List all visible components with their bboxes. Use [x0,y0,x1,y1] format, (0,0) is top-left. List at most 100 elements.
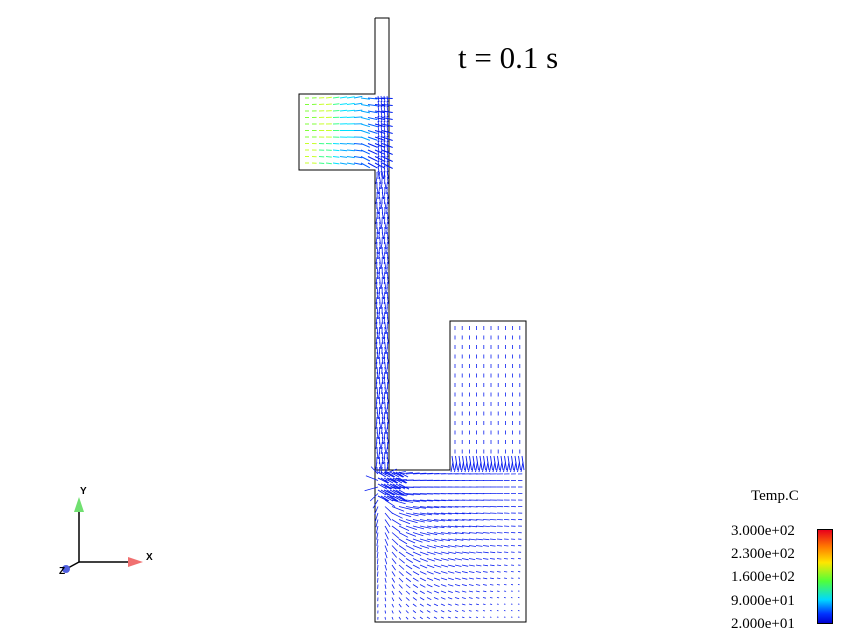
velocity-vector [433,551,443,555]
velocity-vector [381,291,384,300]
velocity-vector [454,538,464,541]
velocity-vector [468,545,477,547]
velocity-vector [381,371,384,380]
velocity-vector [475,564,482,567]
velocity-vector [468,616,472,619]
velocity-vector [503,545,509,547]
velocity-vector [374,110,386,114]
velocity-vector [482,610,486,612]
velocity-vector [325,156,332,158]
velocity-vector [475,590,480,593]
velocity-vector [384,261,387,270]
velocity-vector [398,571,404,577]
velocity-vector [426,499,440,502]
velocity-vector [433,597,439,600]
velocity-vector [384,538,389,546]
velocity-vector [468,610,472,612]
velocity-vector [383,331,386,340]
velocity-vector [381,376,384,385]
velocity-vector [482,558,489,560]
velocity-vector [375,525,379,534]
velocity-vector [384,306,386,315]
velocity-vector [374,156,386,162]
velocity-vector [426,538,437,542]
velocity-vector [376,366,379,375]
velocity-vector [398,577,404,583]
velocity-vector [461,571,468,574]
velocity-vector [419,538,430,543]
velocity-vector [475,532,484,534]
velocity-vector [398,471,409,478]
velocity-vector [378,186,380,195]
velocity-vector [383,396,386,405]
velocity-vector [412,499,427,502]
velocity-vector [381,396,384,405]
z-axis-line [67,561,80,569]
velocity-vector [380,321,383,330]
velocity-vector [380,170,383,178]
velocity-vector [367,162,378,169]
velocity-vector [376,545,379,553]
velocity-vector [386,155,389,163]
velocity-vector [384,266,386,275]
velocity-vector [360,136,371,141]
velocity-vector [412,472,427,475]
velocity-vector [384,221,387,230]
velocity-vector [384,321,387,330]
velocity-vector [376,251,378,260]
velocity-vector [440,538,451,542]
velocity-vector [380,341,383,350]
velocity-vector [433,603,439,607]
velocity-vector [378,226,380,235]
velocity-vector [389,471,400,478]
velocity-vector [384,246,386,255]
velocity-vector [440,506,453,508]
velocity-vector [450,461,454,473]
velocity-vector [405,551,414,557]
velocity-vector [520,461,524,473]
velocity-vector [374,117,386,121]
velocity-vector [383,145,386,153]
velocity-vector [386,489,396,496]
velocity-vector [468,532,477,534]
velocity-vector [375,461,378,470]
velocity-vector [412,532,424,537]
velocity-vector [387,216,389,225]
velocity-vector [381,446,383,455]
velocity-vector [346,162,355,165]
velocity-vector [375,336,378,345]
velocity-vector [339,103,348,105]
velocity-vector [383,155,386,163]
velocity-vector [378,371,380,380]
velocity-vector [412,551,422,556]
velocity-vector [383,351,386,360]
velocity-vector [385,406,388,415]
velocity-vector [375,376,378,385]
velocity-vector [384,551,388,559]
velocity-vector [391,506,405,512]
velocity-vector [489,577,494,580]
velocity-vector [360,156,371,162]
velocity-vector [391,577,396,583]
velocity-vector [385,446,388,455]
velocity-vector [383,110,386,118]
velocity-vector [475,538,483,541]
velocity-vector [426,610,431,613]
velocity-vector [468,564,475,567]
velocity-vector [376,261,378,270]
velocity-vector [412,493,427,495]
velocity-vector [454,590,460,593]
velocity-vector [503,461,506,473]
velocity-vector [398,610,402,614]
velocity-vector [489,584,494,586]
velocity-vector [381,411,384,420]
velocity-vector [412,512,426,516]
velocity-vector [412,590,418,595]
velocity-vector [380,495,390,502]
velocity-vector [380,221,383,230]
velocity-vector [457,461,461,473]
velocity-vector [377,140,380,148]
velocity-vector [395,489,405,496]
velocity-vector [433,512,446,515]
velocity-vector [374,136,386,141]
